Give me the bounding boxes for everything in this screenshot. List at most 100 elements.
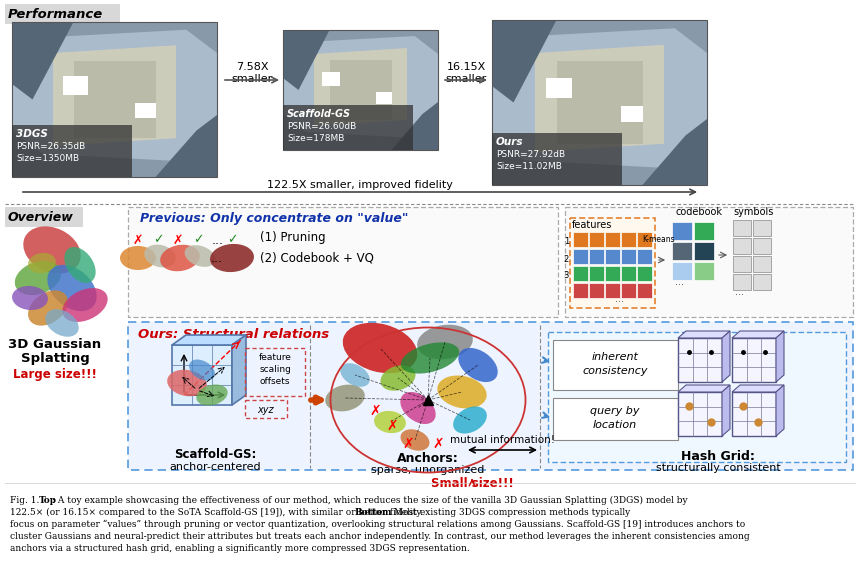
Text: Hash Grid:: Hash Grid: <box>681 450 755 463</box>
Bar <box>12 22 217 177</box>
Ellipse shape <box>401 429 429 451</box>
Bar <box>283 30 438 150</box>
Bar <box>245 400 287 418</box>
Bar <box>128 322 853 470</box>
Bar <box>589 266 604 281</box>
Ellipse shape <box>185 245 215 267</box>
Ellipse shape <box>64 247 95 283</box>
Polygon shape <box>535 45 664 152</box>
Polygon shape <box>314 48 407 126</box>
Bar <box>621 283 636 298</box>
Bar <box>128 207 558 317</box>
Bar <box>637 266 652 281</box>
Polygon shape <box>12 22 73 99</box>
Text: 1: 1 <box>564 238 569 246</box>
Bar <box>12 125 132 177</box>
Text: features: features <box>572 220 612 230</box>
Text: smaller: smaller <box>445 74 487 84</box>
Ellipse shape <box>210 244 254 272</box>
Text: ✗: ✗ <box>386 419 398 433</box>
Text: ✗: ✗ <box>402 437 414 451</box>
Text: ...: ... <box>615 294 624 304</box>
Bar <box>672 242 692 260</box>
Bar <box>492 20 707 185</box>
Bar <box>12 22 217 177</box>
Text: xyz: xyz <box>258 405 274 415</box>
Polygon shape <box>492 20 556 102</box>
Ellipse shape <box>400 392 436 424</box>
Bar <box>548 332 846 462</box>
Text: query by: query by <box>590 406 640 416</box>
Bar <box>605 266 620 281</box>
Polygon shape <box>678 331 730 338</box>
Text: offsets: offsets <box>260 377 291 386</box>
Bar <box>753 220 771 236</box>
Bar <box>5 4 120 24</box>
Bar <box>733 274 751 290</box>
Ellipse shape <box>196 385 228 406</box>
Ellipse shape <box>15 261 61 295</box>
Ellipse shape <box>12 286 48 310</box>
Text: : A toy example showcasing the effectiveness of our method, which reduces the si: : A toy example showcasing the effective… <box>52 496 688 505</box>
Text: structurally consistent: structurally consistent <box>655 463 780 473</box>
Polygon shape <box>722 385 730 436</box>
Text: consistency: consistency <box>582 366 648 376</box>
Ellipse shape <box>374 411 406 433</box>
Bar <box>733 256 751 272</box>
Text: K-means: K-means <box>642 235 675 244</box>
Text: Anchors:: Anchors: <box>397 452 459 465</box>
Text: 3DGS: 3DGS <box>16 129 48 139</box>
Bar <box>492 133 622 185</box>
Bar <box>556 61 642 144</box>
Bar <box>621 232 636 247</box>
Text: scaling: scaling <box>259 365 291 374</box>
Polygon shape <box>391 102 438 150</box>
Bar <box>605 232 620 247</box>
Bar <box>376 92 391 105</box>
Ellipse shape <box>325 385 365 411</box>
Text: cluster Gaussians and neural-predict their attributes but treats each anchor ind: cluster Gaussians and neural-predict the… <box>10 532 750 541</box>
Text: Small size!!!: Small size!!! <box>431 477 513 490</box>
Text: Fig. 1.: Fig. 1. <box>10 496 45 505</box>
Bar <box>589 249 604 264</box>
Text: 3D Gaussian: 3D Gaussian <box>9 338 101 351</box>
Text: ✓: ✓ <box>193 234 203 246</box>
Ellipse shape <box>160 245 200 271</box>
Text: (1) Pruning: (1) Pruning <box>260 231 326 245</box>
Text: symbols: symbols <box>733 207 773 217</box>
Bar <box>621 266 636 281</box>
Ellipse shape <box>341 363 370 387</box>
Ellipse shape <box>28 290 68 325</box>
Text: : Most existing 3DGS compression methods typically: : Most existing 3DGS compression methods… <box>388 508 630 517</box>
Text: PSNR=27.92dB: PSNR=27.92dB <box>496 150 565 159</box>
Bar <box>672 262 692 280</box>
Text: anchors via a structured hash grid, enabling a significantly more compressed 3DG: anchors via a structured hash grid, enab… <box>10 544 470 553</box>
Ellipse shape <box>120 246 156 270</box>
Text: ✗: ✗ <box>369 404 381 418</box>
Text: Size=178MB: Size=178MB <box>287 134 344 143</box>
Bar <box>589 232 604 247</box>
Polygon shape <box>53 45 176 146</box>
Bar <box>753 274 771 290</box>
Polygon shape <box>776 331 784 382</box>
Bar <box>733 220 751 236</box>
Bar <box>733 238 751 254</box>
Polygon shape <box>156 115 217 177</box>
Ellipse shape <box>46 309 79 337</box>
Text: Top: Top <box>39 496 57 505</box>
Bar <box>329 60 391 120</box>
Polygon shape <box>172 335 246 345</box>
Bar <box>283 105 413 150</box>
Text: ✗: ✗ <box>433 437 444 451</box>
Bar <box>573 266 588 281</box>
Polygon shape <box>492 28 707 168</box>
Text: Scaffold-GS:: Scaffold-GS: <box>174 448 256 461</box>
Bar <box>678 338 722 382</box>
Bar <box>605 249 620 264</box>
Bar <box>573 283 588 298</box>
Bar <box>589 283 604 298</box>
Bar <box>621 249 636 264</box>
Text: ✗: ✗ <box>132 234 144 246</box>
Bar <box>694 222 714 240</box>
Text: 122.5X smaller, improved fidelity: 122.5X smaller, improved fidelity <box>267 180 453 190</box>
